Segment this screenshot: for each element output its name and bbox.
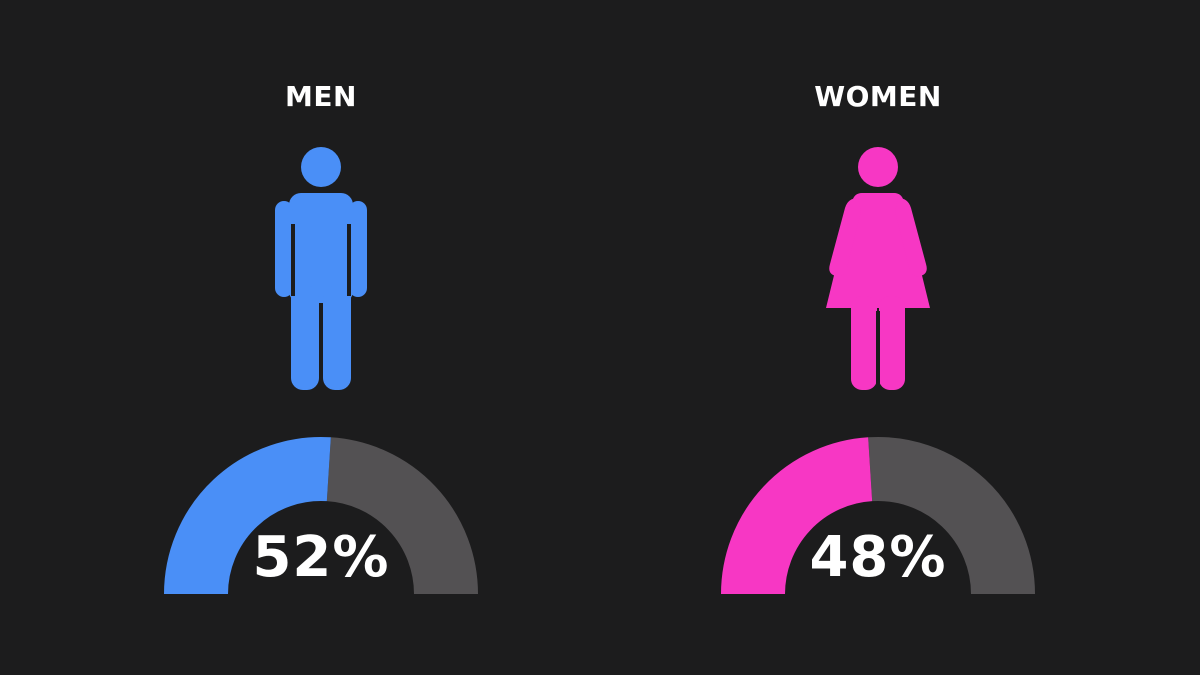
men-gauge: [164, 437, 478, 596]
women-panel: WOMEN 48%: [678, 0, 1078, 675]
woman-icon: [826, 147, 930, 390]
men-percentage: 52%: [252, 525, 390, 590]
men-panel: MEN 52%: [121, 0, 521, 675]
women-gauge-fill: [721, 437, 874, 595]
women-label: WOMEN: [814, 80, 942, 113]
women-percentage: 48%: [809, 525, 947, 590]
women-gauge-track: [868, 437, 1035, 596]
men-gauge-track: [325, 437, 478, 595]
women-gauge: [721, 437, 1035, 596]
man-icon: [275, 147, 367, 390]
men-label: MEN: [285, 80, 357, 113]
men-gauge-fill: [164, 437, 331, 596]
